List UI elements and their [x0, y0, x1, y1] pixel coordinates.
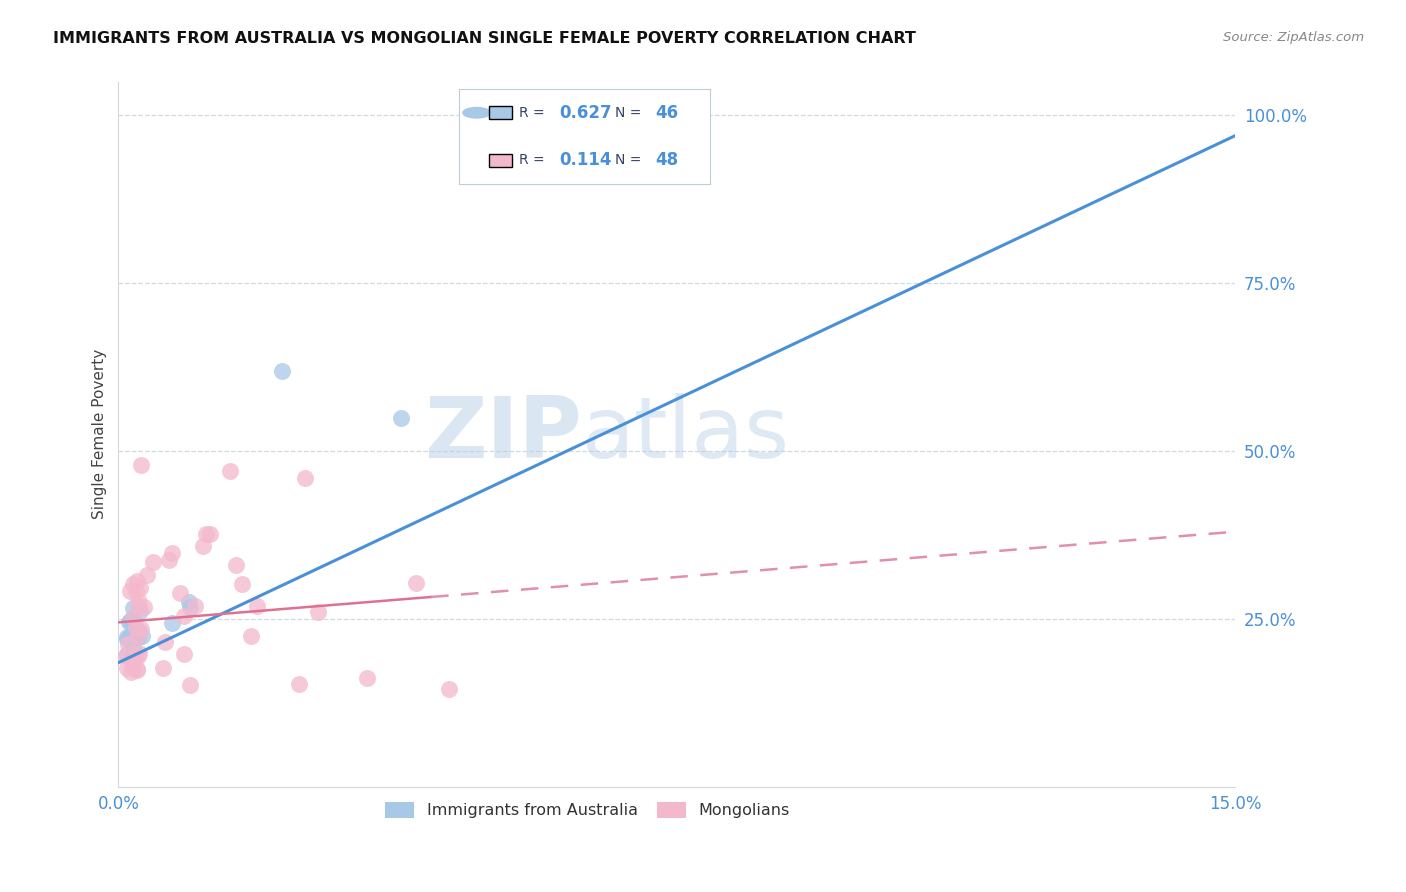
Text: atlas: atlas: [582, 392, 790, 475]
Point: [127, 649, 149, 664]
Point: [129, 622, 152, 636]
Point: [288, 677, 311, 691]
Point: [122, 612, 145, 626]
Point: [128, 624, 150, 639]
Point: [356, 671, 378, 685]
Point: [128, 581, 150, 595]
Point: [115, 630, 138, 644]
Point: [124, 650, 146, 665]
Point: [294, 471, 316, 485]
Point: [132, 599, 155, 614]
Point: [173, 647, 195, 661]
Point: [389, 410, 412, 425]
Point: [219, 464, 242, 478]
Point: [115, 661, 138, 675]
Point: [153, 634, 176, 648]
Point: [307, 605, 329, 619]
Point: [122, 642, 145, 657]
Point: [173, 608, 195, 623]
Point: [125, 621, 148, 635]
Point: [125, 662, 148, 676]
Point: [437, 682, 460, 697]
Point: [184, 599, 207, 613]
Point: [246, 599, 269, 614]
Point: [125, 630, 148, 644]
Point: [115, 648, 138, 663]
Point: [127, 593, 149, 607]
Point: [225, 558, 247, 573]
Point: [121, 577, 143, 591]
Point: [120, 665, 142, 679]
Text: Source: ZipAtlas.com: Source: ZipAtlas.com: [1223, 31, 1364, 45]
Point: [129, 458, 152, 472]
Point: [120, 614, 142, 628]
Point: [127, 630, 149, 644]
Point: [136, 567, 159, 582]
Point: [125, 584, 148, 599]
Point: [179, 595, 201, 609]
Point: [191, 539, 214, 553]
Point: [169, 585, 191, 599]
Point: [125, 624, 148, 639]
Point: [160, 615, 183, 630]
Point: [240, 629, 263, 643]
Point: [121, 652, 143, 666]
Point: [125, 664, 148, 678]
Point: [127, 574, 149, 588]
Point: [118, 629, 141, 643]
Point: [127, 627, 149, 641]
Point: [122, 610, 145, 624]
Point: [179, 600, 201, 615]
Point: [152, 661, 174, 675]
Point: [121, 659, 143, 673]
Point: [115, 648, 138, 662]
Point: [142, 555, 165, 569]
Point: [118, 584, 141, 599]
Text: IMMIGRANTS FROM AUSTRALIA VS MONGOLIAN SINGLE FEMALE POVERTY CORRELATION CHART: IMMIGRANTS FROM AUSTRALIA VS MONGOLIAN S…: [53, 31, 917, 46]
Y-axis label: Single Female Poverty: Single Female Poverty: [93, 350, 107, 519]
Point: [157, 553, 180, 567]
Text: ZIP: ZIP: [425, 392, 582, 475]
Point: [117, 637, 139, 651]
Point: [162, 546, 184, 560]
Point: [121, 614, 143, 628]
Legend: Immigrants from Australia, Mongolians: Immigrants from Australia, Mongolians: [378, 796, 796, 825]
Point: [198, 527, 221, 541]
Point: [129, 604, 152, 618]
Point: [194, 526, 217, 541]
Point: [127, 629, 149, 643]
Point: [128, 646, 150, 660]
Point: [231, 576, 253, 591]
Point: [405, 575, 427, 590]
Point: [122, 618, 145, 632]
Point: [121, 601, 143, 615]
Point: [118, 615, 141, 629]
Point: [115, 632, 138, 647]
Point: [128, 599, 150, 613]
Point: [131, 629, 153, 643]
Point: [179, 678, 201, 692]
Point: [271, 363, 294, 377]
